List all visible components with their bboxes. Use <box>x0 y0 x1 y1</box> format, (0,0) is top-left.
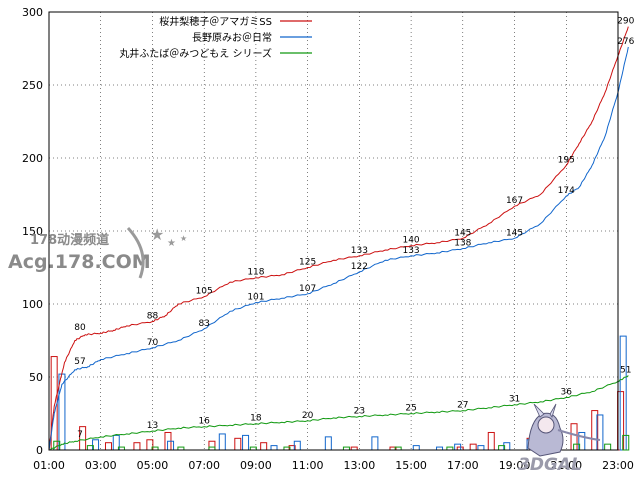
y-tick-label: 150 <box>22 225 43 238</box>
watermark-cn: 178动漫频道 <box>30 232 109 248</box>
x-tick-label: 21:00 <box>550 459 582 472</box>
data-label-green: 36 <box>561 387 573 397</box>
axis-ticks: 0 50 100 150 200 250 300 01:00 03:00 05:00 07:00 09… <box>22 6 634 472</box>
data-label-red: 167 <box>506 196 523 206</box>
data-label-red: 118 <box>247 268 264 278</box>
data-label-green: 23 <box>354 406 365 416</box>
data-label-red: 105 <box>196 287 213 297</box>
series-lines <box>48 26 629 451</box>
x-tick-label: 07:00 <box>188 459 220 472</box>
data-label-green: 27 <box>457 401 468 411</box>
x-tick-label: 11:00 <box>292 459 324 472</box>
plot-frame <box>48 11 619 451</box>
legend-label-red: 桜井梨穂子＠アマガミSS <box>159 15 272 28</box>
data-label-green: 31 <box>509 395 520 405</box>
x-tick-label: 05:00 <box>137 459 169 472</box>
data-label-red: 80 <box>74 323 86 333</box>
bar-green <box>622 434 630 451</box>
star-icon: ★ <box>150 225 164 244</box>
star-icon-small: ★ <box>167 238 176 249</box>
watermark-swoosh <box>126 226 145 279</box>
x-tick-label: 23:00 <box>602 459 634 472</box>
data-label-blue: 138 <box>454 239 471 249</box>
data-label-blue: 107 <box>299 284 316 294</box>
data-label-blue: 57 <box>74 357 85 367</box>
data-label-blue: 122 <box>351 262 368 272</box>
data-labels: 8088105118125133140145167195290577083101… <box>74 17 634 440</box>
watermark: 178动漫频道 ★ ★ ★ Acg.178.COM <box>8 225 187 279</box>
data-label-blue: 145 <box>506 228 523 238</box>
data-label-green: 51 <box>620 366 631 376</box>
series-line-red <box>48 26 629 451</box>
data-label-green: 16 <box>198 417 210 427</box>
data-label-green: 7 <box>77 430 83 440</box>
data-label-blue: 70 <box>147 338 159 348</box>
y-tick-label: 100 <box>22 298 43 311</box>
x-tick-label: 19:00 <box>499 459 531 472</box>
y-tick-label: 0 <box>36 444 43 457</box>
watermark-url: Acg.178.COM <box>8 251 151 273</box>
data-label-red: 140 <box>402 236 419 246</box>
y-tick-label: 200 <box>22 152 43 165</box>
y-tick-label: 250 <box>22 79 43 92</box>
data-label-blue: 133 <box>402 246 419 256</box>
star-icon-tiny: ★ <box>180 234 187 243</box>
x-tick-label: 03:00 <box>85 459 117 472</box>
x-tick-label: 15:00 <box>395 459 427 472</box>
data-label-green: 20 <box>302 411 314 421</box>
y-tick-label: 300 <box>22 6 43 19</box>
series-line-blue <box>48 46 629 451</box>
x-tick-label: 17:00 <box>447 459 479 472</box>
data-label-blue: 174 <box>558 186 575 196</box>
data-label-blue: 83 <box>198 319 209 329</box>
x-tick-label: 09:00 <box>240 459 272 472</box>
x-tick-label: 01:00 <box>33 459 65 472</box>
site-logo: 3DGAL <box>518 403 601 475</box>
site-logo-text: 3DGAL <box>518 455 582 475</box>
series-line-green <box>49 375 629 451</box>
y-tick-label: 50 <box>29 371 43 384</box>
x-tick-label: 13:00 <box>344 459 376 472</box>
legend-label-green: 丸井ふたば＠みつどもえ シリーズ <box>119 47 272 60</box>
data-label-red: 125 <box>299 258 316 268</box>
legend: 桜井梨穂子＠アマガミSS 長野原みお＠日常 丸井ふたば＠みつどもえ シリーズ <box>119 15 312 60</box>
data-label-red: 290 <box>617 17 634 27</box>
mascot-icon <box>527 403 601 457</box>
data-label-red: 145 <box>454 228 471 238</box>
data-label-blue: 276 <box>617 37 634 47</box>
data-label-green: 25 <box>405 404 416 414</box>
data-label-green: 13 <box>147 421 158 431</box>
data-label-red: 195 <box>558 155 575 165</box>
data-label-red: 133 <box>351 246 368 256</box>
legend-label-blue: 長野原みお＠日常 <box>192 31 272 44</box>
data-label-red: 88 <box>147 312 159 322</box>
data-label-green: 18 <box>250 414 262 424</box>
data-label-blue: 101 <box>247 293 264 303</box>
